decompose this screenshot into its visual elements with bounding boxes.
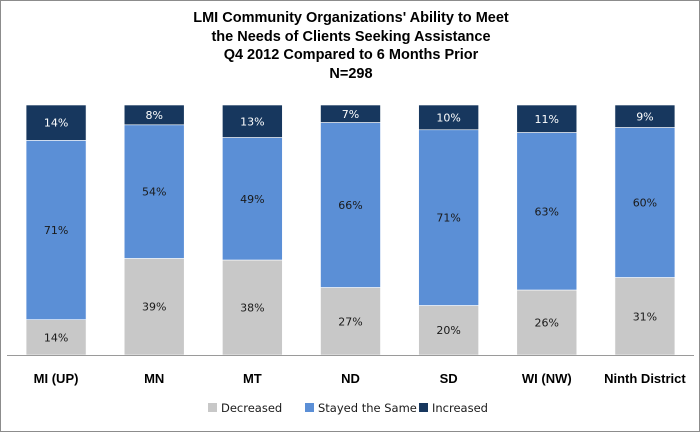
bar-mt-increased xyxy=(222,104,283,138)
bar-ninth-district-stayed-the-same xyxy=(614,127,676,278)
legend-label-decreased: Decreased xyxy=(221,401,282,415)
bar-mi-up-stayed-the-same xyxy=(25,140,87,320)
data-label-ninth-district-stayed-the-same: 60% xyxy=(633,197,657,210)
x-tick-label-sd: SD xyxy=(440,371,458,386)
bar-mn-decreased xyxy=(123,258,185,356)
chart-title: LMI Community Organizations' Ability to … xyxy=(1,9,700,83)
legend-swatch-stayed-the-same xyxy=(305,403,314,412)
bar-mn-stayed-the-same xyxy=(123,124,185,259)
data-label-ninth-district-decreased: 31% xyxy=(633,310,657,323)
bar-mi-up-increased xyxy=(25,104,87,141)
bar-wi-nw-stayed-the-same xyxy=(516,132,578,291)
data-label-mn-stayed-the-same: 54% xyxy=(142,186,166,199)
data-label-sd-decreased: 20% xyxy=(436,324,460,337)
bar-wi-nw-increased xyxy=(516,104,578,133)
data-label-mn-decreased: 39% xyxy=(142,301,166,314)
data-label-nd-stayed-the-same: 66% xyxy=(338,199,362,212)
data-label-nd-increased: 7% xyxy=(342,108,359,121)
chart-title-line-3: Q4 2012 Compared to 6 Months Prior xyxy=(223,47,479,63)
data-label-mn-increased: 8% xyxy=(145,109,162,122)
bar-nd-stayed-the-same xyxy=(320,122,381,288)
x-tick-label-ninth-district: Ninth District xyxy=(604,371,686,386)
bar-nd-decreased xyxy=(320,287,381,356)
x-tick-label-mi-up: MI (UP) xyxy=(34,371,79,386)
data-label-mi-up-stayed-the-same: 71% xyxy=(44,224,68,237)
bar-mt-decreased xyxy=(222,259,283,356)
bar-ninth-district-increased xyxy=(614,104,676,128)
chart-title-line-4: N=298 xyxy=(329,65,373,82)
chart-title-line-1: LMI Community Organizations' Ability to … xyxy=(193,10,509,26)
legend-swatch-increased xyxy=(419,403,428,412)
chart-title-line-2: the Needs of Clients Seeking Assistance xyxy=(211,28,491,45)
data-label-wi-nw-increased: 11% xyxy=(535,113,559,126)
data-label-mt-stayed-the-same: 49% xyxy=(240,193,264,206)
data-label-mi-up-decreased: 14% xyxy=(44,331,68,344)
data-label-sd-increased: 10% xyxy=(436,111,460,124)
x-tick-label-wi-nw: WI (NW) xyxy=(522,371,572,386)
x-tick-label-nd: ND xyxy=(341,371,360,386)
data-label-ninth-district-increased: 9% xyxy=(636,110,653,123)
legend-label-stayed-the-same: Stayed the Same xyxy=(318,401,417,415)
legend-swatch-decreased xyxy=(208,403,217,412)
legend-label-increased: Increased xyxy=(432,401,488,415)
bar-sd-stayed-the-same xyxy=(418,129,479,306)
x-tick-label-mt: MT xyxy=(243,371,262,386)
bar-mt-stayed-the-same xyxy=(222,137,283,261)
data-label-nd-decreased: 27% xyxy=(338,315,362,328)
data-label-wi-nw-decreased: 26% xyxy=(535,317,559,330)
data-label-mt-increased: 13% xyxy=(240,115,264,128)
data-label-sd-stayed-the-same: 71% xyxy=(436,212,460,225)
bar-sd-increased xyxy=(418,104,479,131)
bar-wi-nw-decreased xyxy=(516,289,578,356)
data-label-mt-decreased: 38% xyxy=(240,302,264,315)
bar-mn-increased xyxy=(123,104,185,126)
bar-nd-increased xyxy=(320,104,381,123)
data-label-wi-nw-stayed-the-same: 63% xyxy=(535,205,559,218)
bar-ninth-district-decreased xyxy=(614,277,676,356)
bar-mi-up-decreased xyxy=(25,319,87,356)
x-tick-label-mn: MN xyxy=(144,371,164,386)
data-label-mi-up-increased: 14% xyxy=(44,117,68,130)
